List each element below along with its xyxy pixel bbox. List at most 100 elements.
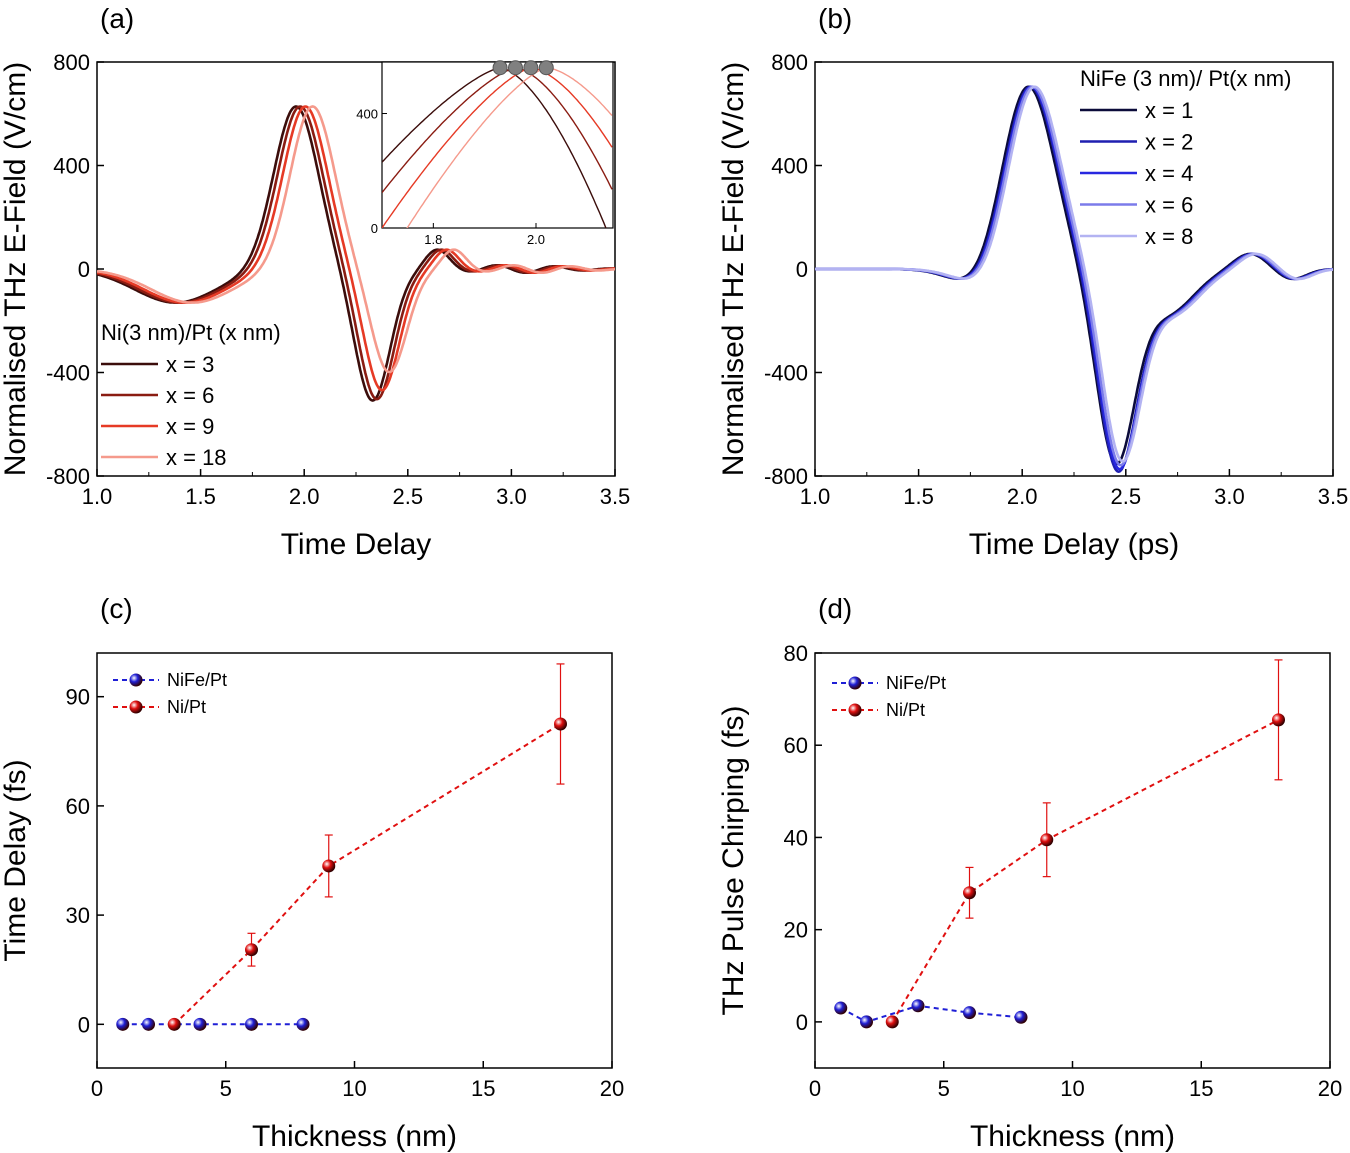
x-tick-label: 2.0 (289, 484, 320, 509)
legend-label: x = 3 (166, 352, 214, 377)
legend: NiFe/Pt Ni/Pt (113, 670, 227, 717)
data-point (911, 999, 925, 1013)
y-tick-label: 0 (78, 257, 90, 282)
series-line (173, 723, 562, 1026)
x-axis-title: Time Delay (281, 528, 432, 561)
y-tick-label: 60 (66, 794, 90, 819)
legend-label: NiFe/Pt (167, 670, 227, 690)
data-point (167, 1017, 181, 1031)
y-axis-title: Time Delay (fs) (0, 759, 32, 961)
peak-marker (538, 60, 554, 76)
x-axis-title: Thickness (nm) (970, 1120, 1175, 1153)
series-line-x4 (815, 85, 1333, 471)
panel-b: 1.0 1.5 2.0 2.5 3.0 3.5 -800 -400 0 400 800 Time De… (717, 3, 1348, 561)
y-tick-label: 800 (53, 50, 90, 75)
legend-label: x = 4 (1145, 161, 1193, 186)
data-point (1272, 713, 1285, 727)
x-tick-label: 10 (1060, 1076, 1084, 1101)
legend: NiFe (3 nm)/ Pt(x nm) x = 1 x = 2 x = 4 x = … (1080, 66, 1291, 249)
data-point (322, 859, 336, 873)
legend-label: x = 18 (166, 445, 227, 470)
x-tick-label: 10 (342, 1076, 366, 1101)
series-line-x6 (815, 85, 1333, 467)
data-point (885, 1015, 899, 1029)
x-tick-label: 0 (809, 1076, 821, 1101)
series-line-x1 (815, 85, 1333, 466)
y-tick-label: 20 (784, 918, 808, 943)
inset-y-tick-label: 0 (371, 221, 378, 236)
x-tick-label: 1.5 (903, 484, 934, 509)
legend-title: Ni(3 nm)/Pt (x nm) (101, 320, 281, 345)
x-tick-label: 15 (1189, 1076, 1213, 1101)
inset-x-tick-label: 1.8 (424, 232, 442, 247)
x-axis-title: Thickness (nm) (252, 1120, 457, 1153)
legend-title: NiFe (3 nm)/ Pt(x nm) (1080, 66, 1291, 91)
data-point (1014, 1010, 1028, 1024)
y-tick-label: 400 (53, 154, 90, 179)
x-tick-label: 20 (600, 1076, 624, 1101)
inset: 1.8 2.0 0 400 (356, 60, 614, 247)
legend-marker (129, 700, 143, 714)
legend-marker (848, 676, 862, 690)
data-point (116, 1017, 130, 1031)
x-tick-label: 3.0 (1214, 484, 1245, 509)
panel-label: (b) (818, 3, 852, 34)
legend-label: x = 9 (166, 414, 214, 439)
y-tick-label: 0 (796, 1010, 808, 1035)
panel-label: (c) (100, 593, 133, 624)
panel-label: (a) (100, 3, 134, 34)
x-tick-label: 5 (938, 1076, 950, 1101)
data-point (554, 717, 567, 731)
inset-line (382, 67, 613, 228)
legend-marker (129, 673, 143, 687)
y-tick-label: 40 (784, 825, 808, 850)
legend-label: NiFe/Pt (886, 673, 946, 693)
series-group (815, 85, 1333, 474)
x-tick-label: 3.5 (1318, 484, 1349, 509)
y-tick-label: -400 (46, 361, 90, 386)
series-NiFe-Pt (834, 999, 1028, 1029)
x-tick-label: 15 (471, 1076, 495, 1101)
x-tick-label: 1.5 (185, 484, 216, 509)
series-NiFe-Pt (116, 1017, 310, 1031)
y-tick-label: 80 (784, 641, 808, 666)
series-line-x2 (815, 85, 1333, 474)
x-tick-label: 0 (91, 1076, 103, 1101)
y-tick-label: -800 (46, 464, 90, 489)
y-tick-label: 0 (796, 257, 808, 282)
y-tick-label: -400 (764, 361, 808, 386)
legend-marker (848, 703, 862, 717)
inset-frame (381, 61, 614, 229)
peak-marker (523, 60, 539, 76)
peak-marker (492, 60, 508, 76)
panel-a: 1.0 1.5 2.0 2.5 3.0 3.5 -800 -400 0 400 800 Time De… (0, 3, 630, 561)
legend-label: x = 1 (1145, 98, 1193, 123)
data-point (1040, 833, 1054, 847)
x-tick-label: 20 (1318, 1076, 1342, 1101)
legend: Ni(3 nm)/Pt (x nm) x = 3 x = 6 x = 9 x = 18 (101, 320, 281, 470)
legend-label: x = 8 (1145, 224, 1193, 249)
panel-d: 0 5 10 15 20 0 20 40 60 80 Thickness (nm) THz Pulse… (717, 593, 1342, 1153)
x-tick-label: 1.0 (82, 484, 113, 509)
x-tick-label: 3.0 (496, 484, 527, 509)
series-line-x8 (815, 85, 1333, 463)
panel-c: 0 5 10 15 20 0 30 60 90 Thickness (nm) Time Delay … (0, 593, 624, 1153)
x-tick-label: 1.0 (800, 484, 831, 509)
inset-y-tick-label: 400 (356, 107, 378, 122)
legend-label: x = 6 (1145, 193, 1193, 218)
inset-line (382, 66, 613, 194)
series-line (891, 719, 1279, 1023)
data-point (963, 1006, 976, 1020)
series-Ni-Pt (885, 659, 1285, 1029)
x-tick-label: 3.5 (600, 484, 631, 509)
legend-label: x = 2 (1145, 130, 1193, 155)
inset-line (406, 66, 613, 228)
data-point (245, 943, 258, 957)
series-line-x18 (97, 105, 615, 374)
data-point (963, 886, 976, 900)
y-axis-title: Normalised THz E-Field (V/cm) (717, 62, 750, 477)
data-point (834, 1001, 848, 1015)
y-tick-label: 60 (784, 733, 808, 758)
inset-x-tick-label: 2.0 (527, 232, 545, 247)
